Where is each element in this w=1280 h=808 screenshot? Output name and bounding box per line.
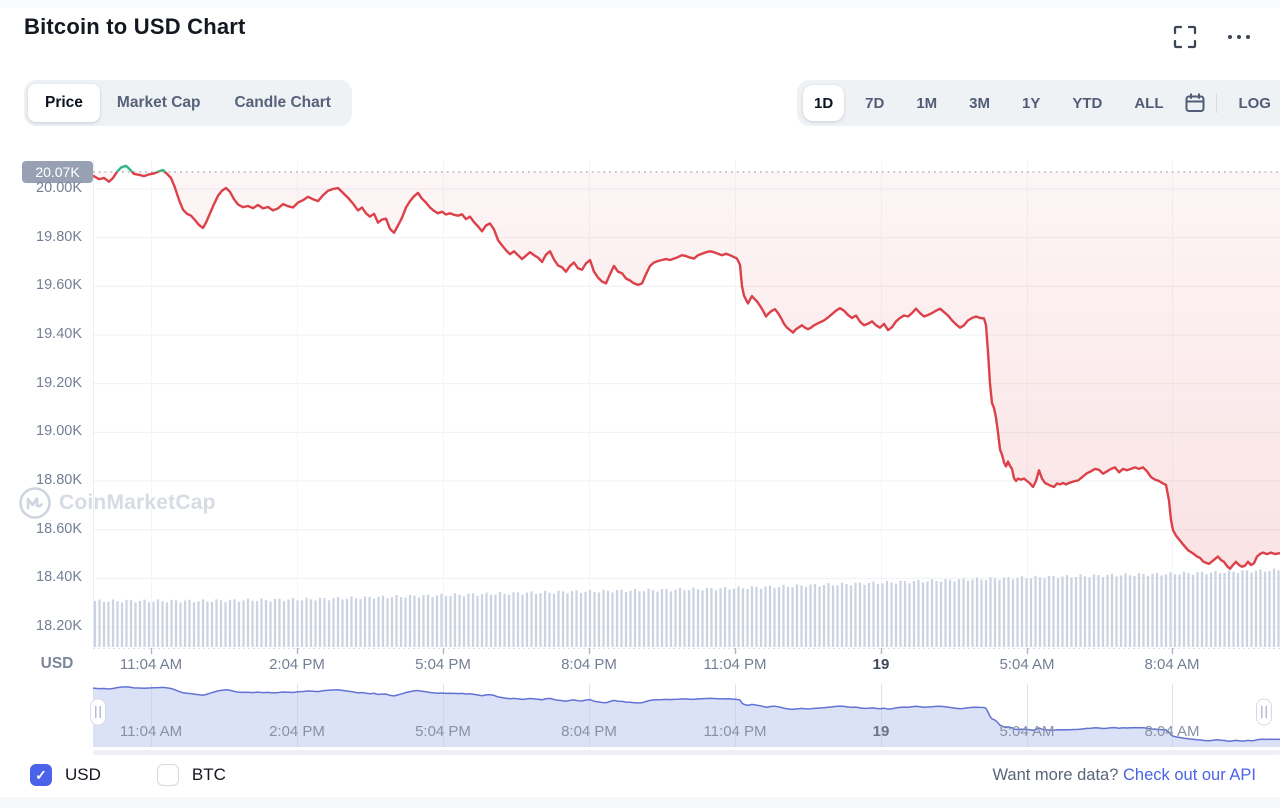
page-bottom-strip [0,797,1280,808]
x-axis-label: 8:04 PM [561,656,617,673]
navigator-label: 2:04 PM [269,723,325,740]
chart-plot-area[interactable] [93,160,1280,648]
y-axis-label: 18.20K [36,618,82,635]
api-link[interactable]: Check out our API [1123,766,1256,784]
page-top-strip [0,0,1280,8]
x-axis-label: 19 [872,656,890,673]
api-prompt-text: Want more data? [992,766,1119,784]
more-options-icon[interactable] [1224,24,1254,50]
navigator-label: 8:04 AM [1144,723,1200,740]
fullscreen-icon[interactable] [1172,24,1198,50]
tab-market-cap[interactable]: Market Cap [116,94,201,111]
chart-type-tabs: Price Market Cap Candle Chart [24,80,352,126]
navigator-line [92,686,1280,743]
navigator-label: 8:04 PM [561,723,617,740]
range-button-all[interactable]: ALL [1134,94,1164,112]
x-axis-label: 11:04 PM [703,656,767,673]
legend-row: ✓ USD BTC [30,764,226,786]
log-scale-button[interactable]: LOG [1238,94,1271,112]
price-line-down [92,171,1280,570]
coinmarketcap-logo-icon [19,487,51,519]
navigator-left-handle[interactable] [90,698,106,726]
navigator-fill [93,686,1280,747]
y-axis-label: 18.60K [36,520,82,537]
range-button-1y[interactable]: 1Y [1022,94,1041,112]
legend-item-btc[interactable]: BTC [156,764,226,786]
navigator-label: 11:04 AM [119,723,183,740]
range-button-7d[interactable]: 7D [865,94,885,112]
navigator-label: 5:04 AM [999,723,1055,740]
legend-label: BTC [191,765,226,784]
y-axis-label: 19.80K [36,228,82,245]
navigator-label: 5:04 PM [415,723,471,740]
legend-label: USD [65,765,101,784]
range-button-1m[interactable]: 1M [916,94,938,112]
y-axis-label: 19.60K [36,277,82,294]
range-button-1d[interactable]: 1D [803,85,845,121]
x-axis-label: 5:04 AM [999,656,1055,673]
usd-checkbox[interactable]: ✓ [30,764,52,786]
range-button-3m[interactable]: 3M [969,94,991,112]
y-axis-label: 19.00K [36,423,82,440]
watermark-text: CoinMarketCap [59,491,216,514]
range-toolbar: 1D 7D 1M 3M 1Y YTD ALL LOG [797,80,1280,126]
navigator-label: 19 [872,723,890,740]
x-axis-label: 5:04 PM [415,656,471,673]
y-axis-label: 20.00K [36,179,82,196]
y-axis-label: 18.80K [36,472,82,489]
btc-checkbox[interactable] [156,764,179,786]
y-axis-label: 19.20K [36,374,82,391]
navigator-right-handle[interactable] [1256,698,1272,726]
navigator-scrollbar[interactable] [93,750,1280,755]
page-title: Bitcoin to USD Chart [24,14,246,39]
x-axis-label: 11:04 AM [119,656,183,673]
open-price-badge: 20.07K [22,160,93,183]
calendar-icon[interactable] [1184,92,1206,114]
x-axis-label: 8:04 AM [1144,656,1200,673]
x-axis-label: 2:04 PM [269,656,325,673]
tab-price[interactable]: Price [28,84,100,122]
range-button-ytd[interactable]: YTD [1072,94,1103,112]
volume-bars [93,568,1280,647]
toolbar-divider [1216,93,1218,113]
watermark: CoinMarketCap [18,486,216,520]
api-prompt: Want more data? Check out our API [992,766,1256,785]
tab-candle-chart[interactable]: Candle Chart [234,94,331,111]
y-axis-title: USD [40,655,74,672]
legend-item-usd[interactable]: ✓ USD [30,764,101,786]
y-axis-label: 18.40K [36,569,82,586]
y-axis-label: 19.40K [36,325,82,342]
navigator-label: 11:04 PM [703,723,767,740]
navigator-area[interactable] [93,683,1280,747]
